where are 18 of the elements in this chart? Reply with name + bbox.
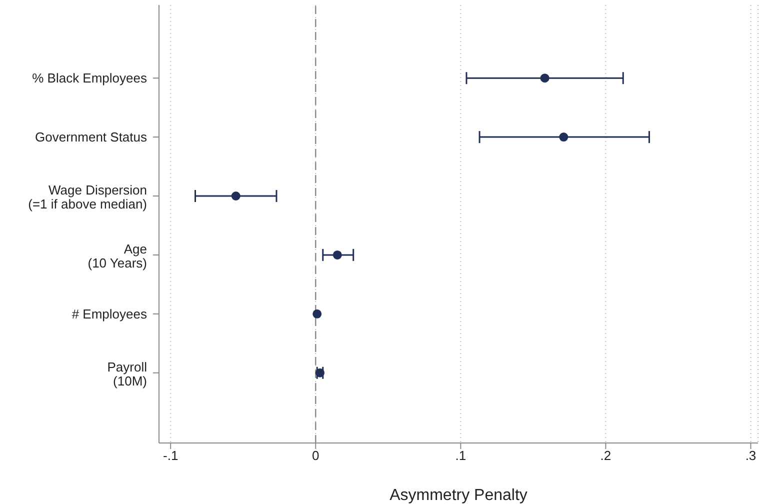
y-tick-label: Age (10 Years) (88, 241, 147, 270)
point (231, 192, 240, 200)
point (332, 250, 342, 260)
x-tick-label: -.1 (163, 448, 178, 464)
x-tick-label: 0 (312, 448, 320, 464)
y-tick-label: # Employees (72, 306, 148, 322)
y-tick-label: % Black Employees (32, 70, 148, 86)
x-axis-title: Asymmetry Penalty (390, 487, 528, 504)
point (312, 309, 322, 318)
x-tick-label: .3 (745, 448, 756, 464)
y-tick-label: Government Status (35, 130, 148, 145)
point (559, 132, 568, 142)
y-tick-label: Wage Dispersion (=1 if above median) (28, 182, 147, 212)
x-tick-label: .2 (600, 448, 612, 464)
x-tick-label: .1 (455, 448, 466, 464)
point (540, 74, 550, 83)
point (315, 368, 324, 378)
y-tick-label: Payroll (10M) (107, 359, 148, 388)
